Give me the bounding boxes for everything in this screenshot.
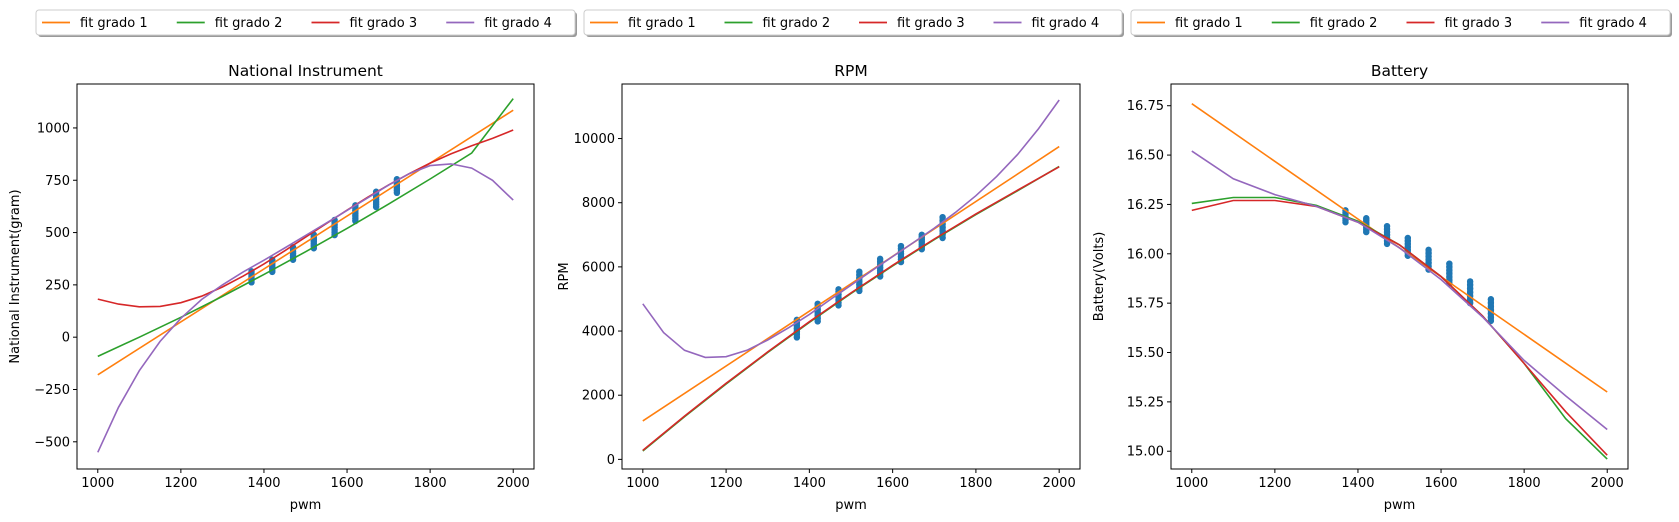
series-line-4	[97, 163, 514, 453]
plot-area	[77, 84, 534, 469]
x-tick-label: 1400	[1341, 476, 1374, 491]
y-tick-label: 15.75	[1127, 297, 1164, 312]
scatter-point	[1487, 296, 1495, 303]
y-tick-label: 8000	[582, 196, 615, 211]
scatter-point	[897, 242, 905, 250]
scatter-point	[1363, 215, 1370, 222]
chart-title: Battery	[1371, 62, 1428, 80]
plot-area	[1171, 84, 1628, 469]
x-tick-label: 1600	[1424, 476, 1457, 491]
y-tick-label: 1000	[37, 121, 70, 136]
chart-panel-2: 1000 1200 1400 1600 1800 2000 0 2000 4000 6000 800…	[557, 9, 1124, 513]
chart-title: National Instrument	[228, 62, 383, 80]
y-axis-label: National Instrument(gram)	[8, 189, 23, 363]
scatter-point	[876, 255, 884, 263]
y-tick-label: 16.00	[1127, 247, 1164, 262]
y-tick-label: 4000	[582, 325, 615, 340]
scatter-point	[1404, 234, 1412, 242]
scatter-point	[1383, 222, 1391, 230]
x-tick-label: 1000	[626, 476, 659, 491]
x-tick-label: 1600	[330, 476, 363, 491]
y-tick-label: −250	[34, 383, 70, 398]
x-tick-label: 1600	[876, 476, 909, 491]
y-axis-label: Battery(Volts)	[1092, 232, 1107, 322]
legend-box	[583, 9, 1123, 36]
legend-label-2: fit grado 2	[1310, 16, 1378, 31]
legend-label-1: fit grado 1	[1175, 16, 1243, 31]
x-tick-label: 1800	[1508, 476, 1541, 491]
x-axis-label: pwm	[290, 498, 322, 513]
y-tick-label: 16.25	[1127, 198, 1164, 213]
legend: fit grado 1 fit grado 2 fit grado 3 fit gra…	[1130, 9, 1672, 37]
x-tick-label: 1200	[1258, 476, 1291, 491]
legend-box	[35, 9, 576, 36]
chart-panel-3: 1000 1200 1400 1600 1800 2000 15.00 15.25 15.50 1…	[1092, 9, 1672, 513]
series-line-3	[642, 166, 1060, 452]
x-tick-label: 2000	[1591, 476, 1624, 491]
scatter-point	[1466, 278, 1474, 285]
legend: fit grado 1 fit grado 2 fit grado 3 fit gra…	[583, 9, 1124, 37]
legend-label-3: fit grado 3	[897, 16, 965, 31]
legend-label-4: fit grado 4	[1579, 16, 1647, 31]
x-axis-label: pwm	[835, 498, 867, 513]
x-tick-label: 1400	[793, 476, 826, 491]
x-tick-label: 1800	[414, 476, 447, 491]
scatter-point	[1446, 260, 1453, 267]
y-tick-label: 6000	[582, 260, 615, 275]
x-tick-label: 2000	[1043, 476, 1076, 491]
series-line-1	[642, 145, 1060, 422]
y-tick-label: 0	[607, 453, 615, 468]
series-line-4	[642, 99, 1060, 359]
axes-frame	[1170, 83, 1629, 470]
y-tick-label: 250	[45, 278, 70, 293]
plot-content	[97, 98, 514, 453]
y-tick-label: 15.25	[1127, 395, 1164, 410]
x-tick-label: 1800	[959, 476, 992, 491]
series-line-3	[1191, 199, 1608, 456]
y-tick-label: 15.50	[1127, 346, 1164, 361]
chart-panel-1: 1000 1200 1400 1600 1800 2000 −500 −250 0 250 500 7…	[8, 9, 577, 513]
legend-label-2: fit grado 2	[215, 16, 283, 31]
x-tick-label: 1000	[81, 476, 114, 491]
x-tick-label: 1200	[710, 476, 743, 491]
y-tick-label: 15.00	[1127, 445, 1164, 460]
series-line-4	[1191, 150, 1608, 431]
legend-label-4: fit grado 4	[1032, 16, 1100, 31]
legend-box	[1130, 9, 1671, 36]
scatter-point	[939, 213, 946, 221]
legend-label-2: fit grado 2	[763, 16, 831, 31]
series-line-1	[97, 109, 514, 376]
y-axis-label: RPM	[557, 262, 572, 290]
y-tick-label: 500	[45, 226, 70, 241]
legend-label-1: fit grado 1	[80, 16, 148, 31]
x-tick-label: 1400	[247, 476, 280, 491]
chart-title: RPM	[834, 62, 868, 80]
series-line-2	[97, 98, 514, 358]
scatter-point	[1425, 246, 1432, 254]
series-line-3	[97, 129, 514, 308]
y-tick-label: −500	[34, 435, 70, 450]
legend: fit grado 1 fit grado 2 fit grado 3 fit gra…	[35, 9, 577, 37]
legend-label-3: fit grado 3	[350, 16, 418, 31]
legend-label-1: fit grado 1	[628, 16, 696, 31]
y-tick-label: 16.50	[1127, 149, 1164, 164]
y-tick-label: 16.75	[1127, 99, 1164, 114]
legend-label-4: fit grado 4	[484, 16, 552, 31]
plot-content	[1191, 103, 1608, 460]
axes-frame	[76, 83, 535, 470]
x-axis-label: pwm	[1384, 498, 1416, 513]
x-tick-label: 1200	[164, 476, 197, 491]
axes-frame	[621, 83, 1081, 470]
y-tick-label: 0	[62, 331, 70, 346]
x-tick-label: 1000	[1175, 476, 1208, 491]
y-tick-label: 10000	[574, 132, 615, 147]
plot-content	[642, 99, 1060, 452]
y-tick-label: 2000	[582, 389, 615, 404]
x-tick-label: 2000	[497, 476, 530, 491]
y-tick-label: 750	[45, 174, 70, 189]
scatter-point	[856, 268, 863, 275]
legend-label-3: fit grado 3	[1445, 16, 1513, 31]
